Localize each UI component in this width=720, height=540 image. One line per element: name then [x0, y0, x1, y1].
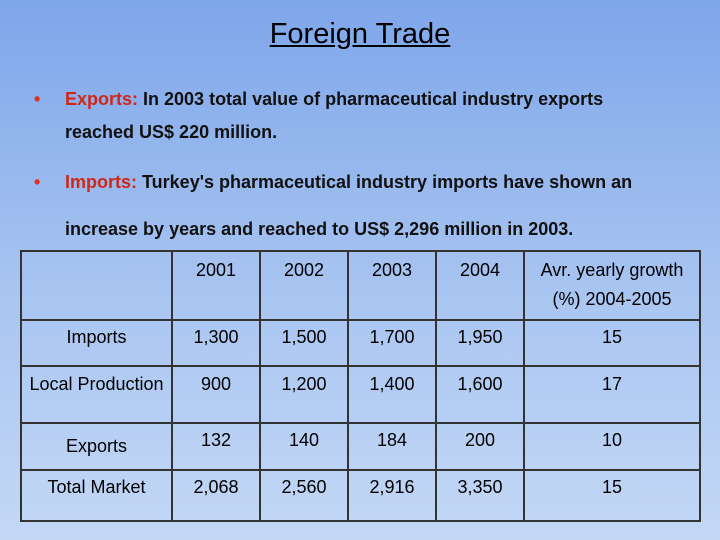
- table-row: Exports 132 140 184 200 10: [20, 422, 701, 472]
- row-label: Local Production: [20, 365, 173, 425]
- bullet-label: Exports:: [65, 89, 139, 109]
- column-header: 2003: [347, 249, 437, 322]
- table-cell: 15: [523, 319, 701, 368]
- table-cell: 15: [523, 469, 701, 522]
- bullet-text: In 2003 total value of pharmaceutical in…: [65, 89, 604, 142]
- row-label: Total Market: [20, 469, 173, 522]
- header-row: 2001 2002 2003 2004 Avr. yearly growth (…: [20, 249, 701, 322]
- table-row: Total Market 2,068 2,560 2,916 3,350 15: [20, 469, 701, 522]
- table-row: Local Production 900 1,200 1,400 1,600 17: [20, 365, 701, 425]
- table-cell: 3,350: [435, 469, 525, 522]
- row-label: Imports: [20, 319, 173, 368]
- row-label: Exports: [20, 422, 173, 472]
- bullet: • Exports: In 2003 total value of pharmac…: [34, 89, 604, 142]
- table-cell: 1,700: [347, 319, 437, 368]
- bullet: • Imports: Turkey's pharmaceutical indust…: [34, 172, 633, 239]
- table-cell: 184: [347, 422, 437, 472]
- table-cell: 1,950: [435, 319, 525, 368]
- table-cell: 2,068: [171, 469, 261, 522]
- table-cell: 17: [523, 365, 701, 425]
- column-header: 2004: [435, 249, 525, 322]
- table-row: Imports 1,300 1,500 1,700 1,950 15: [20, 319, 701, 368]
- table-cell: 2,560: [259, 469, 349, 522]
- bullet-text: Turkey's pharmaceutical industry imports…: [65, 172, 633, 239]
- table-cell: 1,500: [259, 319, 349, 368]
- table-cell: 2,916: [347, 469, 437, 522]
- table-cell: 1,200: [259, 365, 349, 425]
- column-header: 2001: [171, 249, 261, 322]
- table-cell: 140: [259, 422, 349, 472]
- table-cell: 1,300: [171, 319, 261, 368]
- table-cell: 10: [523, 422, 701, 472]
- title: Foreign Trade: [269, 18, 451, 50]
- table-cell: 1,600: [435, 365, 525, 425]
- column-header: Avr. yearly growth (%) 2004-2005: [523, 249, 701, 322]
- table-cell: 200: [435, 422, 525, 472]
- corner-cell: [20, 249, 173, 322]
- table-cell: 132: [171, 422, 261, 472]
- trade-table: 2001 2002 2003 2004 Avr. yearly growth (…: [20, 249, 701, 522]
- table-cell: 900: [171, 365, 261, 425]
- column-header: 2002: [259, 249, 349, 322]
- bullet-label: Imports:: [65, 172, 137, 192]
- table-cell: 1,400: [347, 365, 437, 425]
